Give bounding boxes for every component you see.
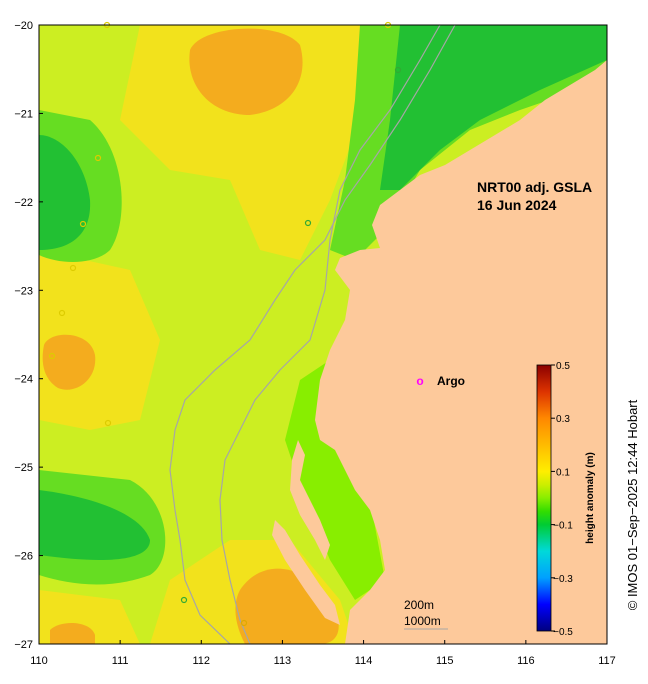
lat-tick-label: −26 bbox=[14, 551, 33, 563]
lon-tick-label: 115 bbox=[436, 655, 454, 667]
colorbar: 0.5 0.3 0.1 −0.1 −0.3 −0.5 height anomaly (m) bbox=[536, 361, 596, 638]
argo-float bbox=[180, 596, 188, 604]
colorbar-tick-label: −0.5 bbox=[553, 627, 573, 638]
lon-tick-label: 117 bbox=[598, 655, 616, 667]
argo-legend-symbol: o bbox=[416, 374, 423, 388]
map-title-line-2: 16 Jun 2024 bbox=[477, 197, 557, 213]
colorbar-ticks: 0.5 0.3 0.1 −0.1 −0.3 −0.5 bbox=[551, 361, 573, 638]
argo-float bbox=[48, 352, 56, 360]
lon-tick-label: 114 bbox=[355, 655, 373, 667]
colorbar-tick-label: 0.1 bbox=[556, 467, 570, 478]
land-peron-peninsula bbox=[290, 440, 330, 560]
argo-float bbox=[104, 419, 112, 427]
imos-credit: © IMOS 01−Sep−2025 12:44 Hobart bbox=[625, 399, 640, 610]
longitude-axis: 110 111 112 113 114 115 116 117 bbox=[30, 640, 616, 667]
argo-legend: o Argo bbox=[416, 374, 465, 388]
colorbar-tick-label: −0.3 bbox=[553, 574, 573, 585]
argo-legend-label: Argo bbox=[437, 374, 465, 388]
land-western-australia bbox=[315, 60, 607, 644]
lon-tick-label: 116 bbox=[517, 655, 535, 667]
colorbar-tick-label: 0.5 bbox=[556, 361, 570, 372]
land-dirk-hartog-island bbox=[272, 520, 340, 625]
lat-tick-label: −22 bbox=[14, 197, 33, 209]
argo-float bbox=[69, 264, 77, 272]
colorbar-tick-label: 0.3 bbox=[556, 414, 570, 425]
argo-float bbox=[94, 154, 102, 162]
argo-float bbox=[304, 219, 312, 227]
argo-float bbox=[79, 220, 87, 228]
argo-float bbox=[240, 619, 248, 627]
isobath-1000m bbox=[219, 24, 441, 645]
lat-tick-label: −24 bbox=[14, 374, 33, 386]
argo-float bbox=[394, 66, 402, 74]
colorbar-gradient bbox=[536, 364, 552, 632]
argo-float bbox=[58, 309, 66, 317]
isobath-label-200m: 200m bbox=[404, 598, 434, 612]
isobath-lines bbox=[169, 24, 456, 645]
lon-tick-label: 110 bbox=[30, 655, 48, 667]
lat-tick-label: −27 bbox=[14, 639, 33, 651]
isobath-label-1000m: 1000m bbox=[404, 614, 441, 628]
map-title-line-1: NRT00 adj. GSLA bbox=[477, 179, 592, 195]
lat-tick-label: −25 bbox=[14, 462, 33, 474]
colorbar-tick-label: −0.1 bbox=[553, 521, 573, 532]
lat-tick-label: −21 bbox=[14, 108, 33, 120]
lat-tick-label: −23 bbox=[14, 285, 33, 297]
lat-tick-label: −20 bbox=[14, 20, 33, 32]
lon-tick-label: 113 bbox=[274, 655, 292, 667]
isobath-200m bbox=[169, 24, 456, 645]
lon-tick-label: 112 bbox=[193, 655, 211, 667]
colorbar-title: height anomaly (m) bbox=[585, 452, 596, 544]
lon-tick-label: 111 bbox=[112, 655, 129, 667]
plot-frame bbox=[38, 24, 608, 645]
latitude-axis: −20 −21 −22 −23 −24 −25 −26 −27 bbox=[14, 20, 43, 651]
